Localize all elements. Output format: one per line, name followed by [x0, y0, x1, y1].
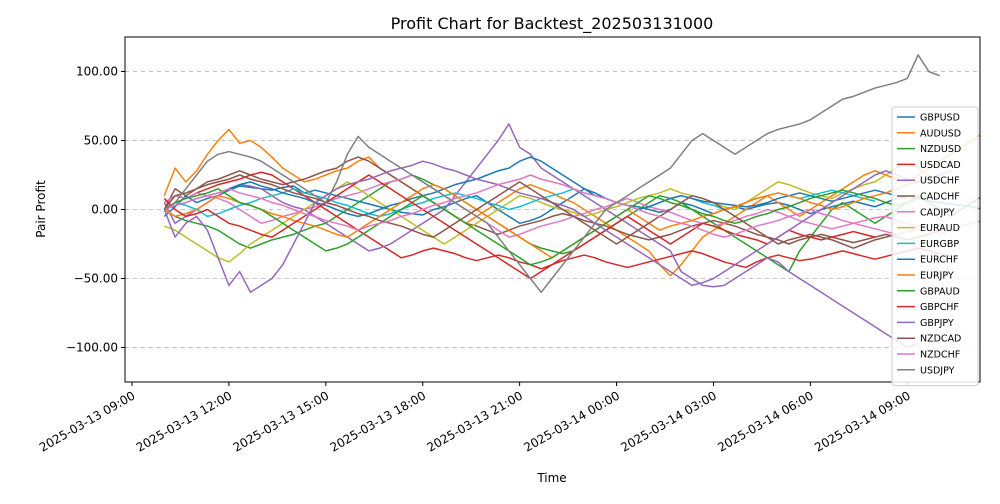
series-line-euraud: [164, 160, 951, 263]
series-line-eurjpy: [163, 181, 919, 259]
legend-label: EURJPY: [920, 271, 954, 282]
series-line-nzdcad: [163, 174, 897, 249]
chart-title: Profit Chart for Backtest_202503131000: [391, 14, 714, 34]
y-tick-label: 100.00: [76, 65, 118, 79]
legend-label: GBPCHF: [920, 302, 959, 313]
legend-label: USDCHF: [920, 176, 960, 187]
series-line-usdchf: [163, 123, 919, 349]
legend-label: AUDUSD: [920, 128, 961, 139]
series-line-gbpusd: [163, 185, 980, 225]
legend: GBPUSD AUDUSD NZDUSD USDCAD USDCHF CADCHF CADJ…: [891, 106, 979, 387]
legend-label: CADCHF: [920, 192, 960, 203]
legend-label: EURAUD: [920, 223, 960, 234]
x-axis-label: Time: [536, 471, 566, 485]
series-lines: [163, 54, 980, 349]
y-tick-label: −50.00: [74, 272, 118, 286]
legend-label: EURCHF: [920, 255, 958, 266]
y-tick-label: 50.00: [84, 134, 118, 148]
legend-box: [891, 106, 979, 387]
series-line-gbpaud: [163, 188, 930, 266]
legend-label: GBPJPY: [920, 318, 954, 329]
y-tick-label: −100.00: [66, 341, 118, 355]
legend-label: NZDCAD: [920, 334, 961, 345]
series-line-nzdchf: [164, 174, 919, 238]
legend-label: GBPUSD: [920, 113, 960, 124]
legend-label: USDJPY: [920, 365, 955, 376]
legend-label: CADJPY: [920, 207, 955, 218]
series-line-gbpchf: [163, 174, 876, 280]
legend-label: EURGBP: [920, 239, 959, 250]
legend-label: NZDCHF: [920, 350, 960, 361]
legend-label: USDCAD: [920, 160, 961, 171]
y-axis-label: Pair Profit: [34, 180, 48, 238]
y-tick-label: 0.00: [91, 203, 118, 217]
y-axis: 100.00 50.00 0.00 −50.00 −100.00: [66, 65, 125, 355]
series-line-gbpjpy: [163, 160, 951, 294]
series-line-eurchf: [164, 156, 908, 218]
legend-label: GBPAUD: [920, 286, 960, 297]
series-line-usdjpy: [163, 54, 940, 294]
legend-label: NZDUSD: [920, 144, 961, 155]
